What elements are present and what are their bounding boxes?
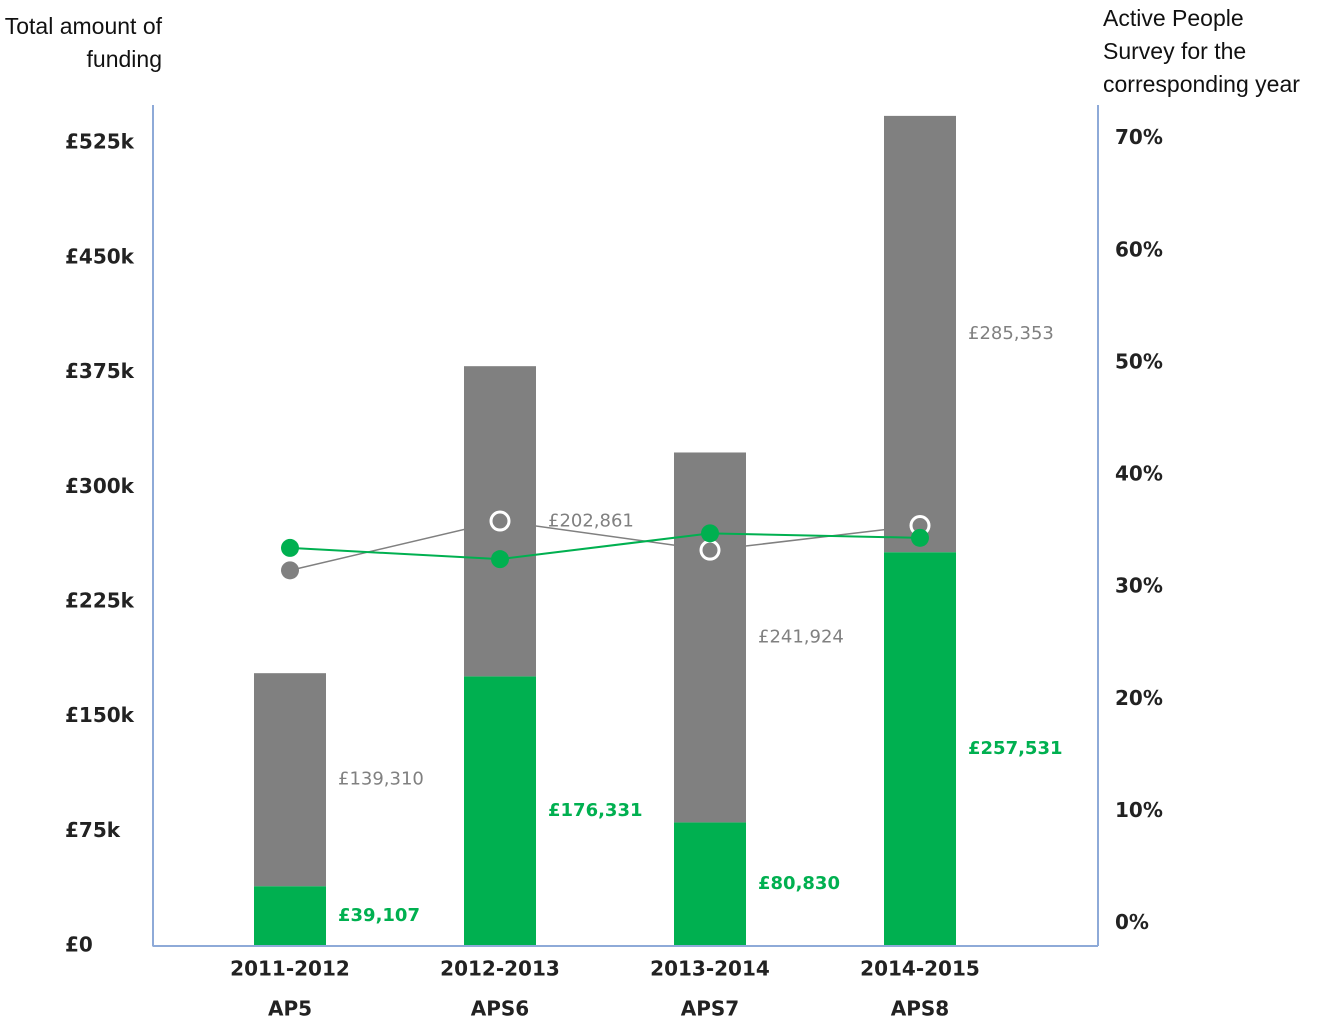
data-label: £39,107 bbox=[338, 905, 420, 926]
bar-segment bbox=[674, 452, 746, 823]
x-tick-label: 2012-2013 bbox=[440, 957, 560, 981]
data-label: £257,531 bbox=[968, 738, 1063, 759]
y-tick-label: £225k bbox=[65, 588, 135, 612]
data-label: £241,924 bbox=[758, 626, 844, 647]
x-tick-sublabel: APS8 bbox=[891, 997, 949, 1021]
y2-tick-label: 40% bbox=[1115, 462, 1163, 486]
x-tick-sublabel: APS7 bbox=[681, 997, 739, 1021]
y-axis-title: Total amount of funding bbox=[4, 13, 162, 72]
line-marker bbox=[911, 528, 929, 547]
y-tick-label: £0 bbox=[65, 933, 93, 957]
line-marker bbox=[701, 524, 719, 543]
x-tick-sublabel: APS6 bbox=[471, 997, 529, 1021]
y-tick-label: £375k bbox=[65, 359, 135, 383]
y-tick-label: £75k bbox=[65, 818, 121, 842]
x-tick-label: 2011-2012 bbox=[230, 957, 350, 981]
bar-segment bbox=[464, 676, 536, 946]
x-tick-sublabel: AP5 bbox=[268, 997, 312, 1021]
y2-axis-title: Active People Survey for the correspondi… bbox=[1103, 5, 1300, 97]
line bbox=[289, 532, 921, 561]
y-tick-label: £300k bbox=[65, 474, 135, 498]
line-marker bbox=[281, 538, 299, 557]
x-tick-label: 2013-2014 bbox=[650, 957, 770, 981]
line-marker bbox=[281, 561, 299, 580]
y2-tick-label: 30% bbox=[1115, 574, 1163, 598]
data-label: £285,353 bbox=[968, 323, 1054, 344]
y2-tick-label: 0% bbox=[1115, 910, 1149, 934]
data-label: £80,830 bbox=[758, 873, 840, 894]
y-tick-label: £150k bbox=[65, 703, 135, 727]
line bbox=[289, 520, 921, 572]
line-marker bbox=[491, 550, 509, 569]
y2-tick-label: 20% bbox=[1115, 686, 1163, 710]
line-marker bbox=[489, 510, 511, 532]
y2-tick-label: 10% bbox=[1115, 798, 1163, 822]
y2-tick-label: 60% bbox=[1115, 237, 1163, 261]
data-label: £139,310 bbox=[338, 769, 424, 790]
data-label: £176,331 bbox=[548, 800, 643, 821]
bar-segment bbox=[254, 886, 326, 946]
bar-segment bbox=[884, 115, 956, 553]
data-label: £202,861 bbox=[548, 510, 634, 531]
bar-segment bbox=[254, 673, 326, 887]
y2-tick-label: 50% bbox=[1115, 349, 1163, 373]
bar-segment bbox=[884, 552, 956, 946]
x-tick-label: 2014-2015 bbox=[860, 957, 980, 981]
y-tick-label: £525k bbox=[65, 130, 135, 154]
y-tick-label: £450k bbox=[65, 244, 135, 268]
bar-segment bbox=[674, 822, 746, 946]
y2-tick-label: 70% bbox=[1115, 125, 1163, 149]
